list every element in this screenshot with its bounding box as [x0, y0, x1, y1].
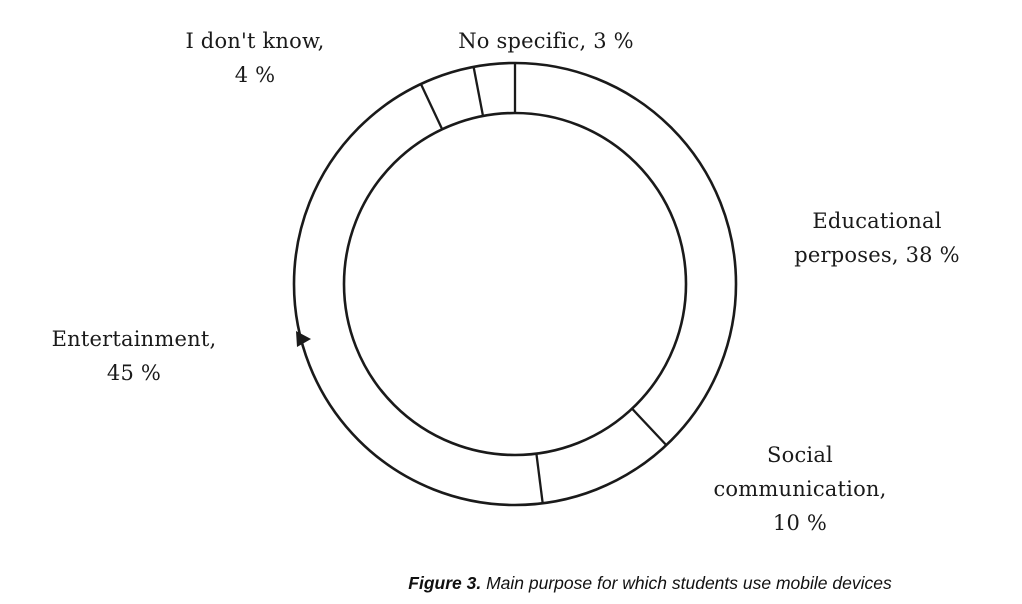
label-social-line3: 10 % — [772, 511, 828, 535]
figure-caption: Figure 3. Main purpose for which student… — [320, 573, 980, 594]
segment-divider-4 — [472, 66, 485, 117]
label-social: Social communication, 10 % — [690, 438, 910, 540]
label-dont-know-line1: I don't know, — [185, 29, 325, 53]
label-dont-know-line2: 4 % — [234, 63, 276, 87]
donut-inner-circle — [342, 111, 688, 457]
segment-divider-1 — [631, 407, 668, 446]
label-no-specific: No specific, 3 % — [430, 24, 662, 58]
label-social-line2: communication, — [713, 477, 887, 501]
label-entertainment-line1: Entertainment, — [51, 327, 217, 351]
label-entertainment: Entertainment, 45 % — [33, 322, 235, 390]
segment-divider-2 — [535, 453, 544, 504]
figure-caption-text: Main purpose for which students use mobi… — [486, 573, 892, 593]
label-educational-line2: perposes, 38 % — [794, 243, 960, 267]
label-entertainment-line2: 45 % — [106, 361, 162, 385]
label-dont-know: I don't know, 4 % — [150, 24, 360, 92]
label-no-specific-line1: No specific, 3 % — [458, 29, 634, 53]
segment-divider-3 — [419, 83, 444, 130]
figure-number: Figure 3. — [408, 573, 482, 593]
label-educational: Educational perposes, 38 % — [768, 204, 986, 272]
label-social-line1: Social — [767, 443, 833, 467]
entertainment-leader-arrow-icon — [296, 331, 311, 347]
label-educational-line1: Educational — [812, 209, 942, 233]
